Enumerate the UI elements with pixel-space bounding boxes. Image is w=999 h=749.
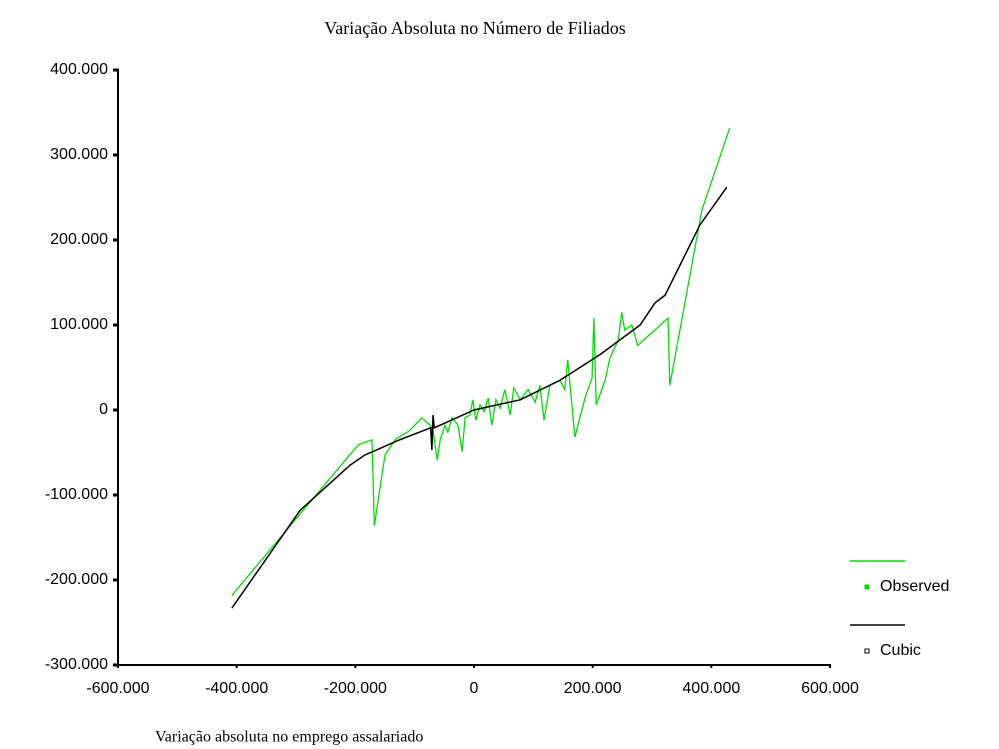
series-line [231,186,728,609]
y-tick-label: 0 [99,401,108,418]
x-axis-label: Variação absoluta no emprego assalariado [155,729,423,746]
series-line [231,127,731,596]
chart-title: Variação Absoluta no Número de Filiados [324,18,625,38]
x-tick-label: 400.000 [682,680,740,697]
legend-marker [864,584,870,590]
y-tick-label: -100.000 [45,486,108,503]
y-tick-label: 200.000 [50,231,108,248]
y-tick-label: 300.000 [50,146,108,163]
x-tick-label: 200.000 [564,680,622,697]
x-tick-label: -200.000 [324,680,387,697]
legend-label: Observed [880,578,949,595]
y-tick-label: 400.000 [50,61,108,78]
y-tick-label: -200.000 [45,571,108,588]
y-tick-label: 100.000 [50,316,108,333]
x-tick-label: -400.000 [205,680,268,697]
legend-label: Cubic [880,642,921,659]
x-tick-label: 600.000 [801,680,859,697]
legend-marker [864,648,870,654]
y-tick-label: -300.000 [45,656,108,673]
x-tick-label: -600.000 [86,680,149,697]
x-tick-label: 0 [470,680,479,697]
